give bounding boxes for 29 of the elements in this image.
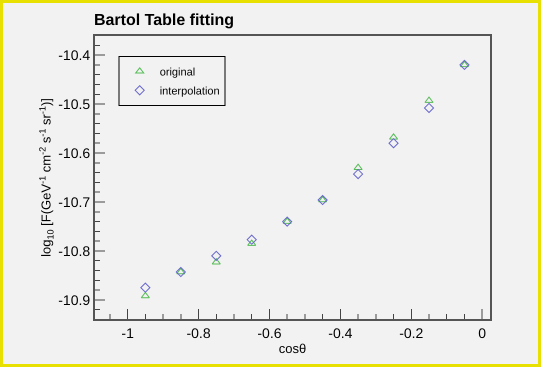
x-tick-label: -0.4 — [328, 324, 353, 341]
legend-label: original — [160, 66, 196, 79]
point — [140, 292, 150, 298]
chart-title: Bartol Table fitting — [94, 12, 234, 30]
point — [353, 169, 364, 180]
point — [140, 282, 150, 293]
point — [460, 60, 470, 68]
y-tick-label: -10.8 — [58, 242, 90, 259]
x-tick-label: -0.8 — [186, 324, 211, 341]
x-tick-label: -1 — [121, 324, 134, 341]
point — [211, 250, 222, 261]
y-tick-label: -10.9 — [58, 292, 90, 308]
x-tick-label: 0 — [478, 324, 486, 341]
point — [389, 133, 398, 140]
y-tick-label: -10.6 — [58, 144, 90, 161]
point — [388, 138, 399, 148]
point — [459, 60, 470, 70]
x-axis-title: cosθ — [278, 340, 306, 356]
x-tick-label: -0.2 — [399, 324, 424, 341]
y-tick-label: -10.7 — [58, 194, 90, 210]
point — [424, 102, 434, 114]
point — [282, 216, 292, 227]
point — [318, 194, 328, 206]
x-tick-label: -0.6 — [257, 324, 282, 341]
point — [176, 266, 186, 278]
point — [246, 234, 257, 245]
y-tick-label: -10.5 — [58, 96, 90, 112]
y-tick-label: -10.4 — [58, 47, 90, 63]
legend-label: interpolation — [160, 86, 220, 98]
